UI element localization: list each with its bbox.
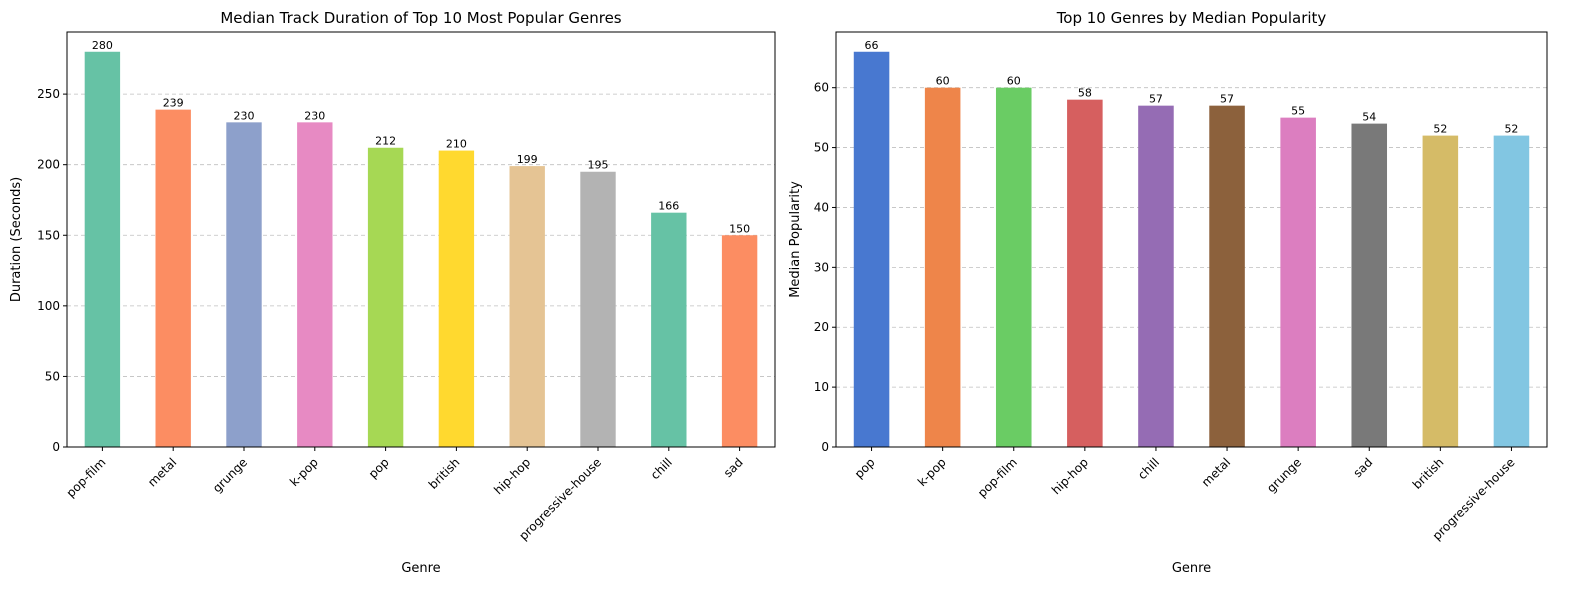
- y-axis-label: Median Popularity: [788, 181, 803, 298]
- data-label: 57: [1220, 93, 1234, 106]
- y-tick-label: 100: [37, 299, 60, 313]
- bar-british: [438, 150, 475, 448]
- data-label: 166: [658, 200, 679, 213]
- x-tick-label: pop-film: [64, 455, 109, 500]
- x-tick-label: grunge: [1264, 455, 1304, 495]
- x-tick-label: sad: [721, 455, 746, 480]
- data-label: 230: [234, 109, 255, 122]
- x-tick-label: pop-film: [975, 455, 1020, 500]
- bar-pop: [367, 147, 404, 448]
- x-tick-label: grunge: [210, 455, 250, 495]
- data-label: 58: [1078, 87, 1092, 100]
- bar-sad: [721, 235, 758, 447]
- bar-hip-hop: [509, 166, 545, 447]
- data-label: 54: [1362, 111, 1376, 124]
- chart-title: Median Track Duration of Top 10 Most Pop…: [220, 9, 621, 27]
- data-label: 230: [304, 109, 325, 122]
- x-tick-label: chill: [1135, 455, 1162, 482]
- data-label: 199: [517, 153, 538, 166]
- data-label: 150: [729, 222, 750, 235]
- x-axis-label: Genre: [401, 561, 440, 576]
- data-label: 195: [588, 159, 609, 172]
- plot-frame: [66, 31, 776, 448]
- bar-pop: [853, 51, 890, 448]
- x-tick-label: metal: [1199, 455, 1233, 489]
- bar-chill: [1138, 105, 1174, 447]
- x-tick-label: chill: [648, 455, 675, 482]
- data-label: 212: [375, 135, 396, 148]
- bar-progressive-house: [580, 171, 616, 447]
- x-tick-label: hip-hop: [491, 455, 533, 497]
- data-label: 280: [92, 39, 113, 52]
- y-tick-label: 200: [37, 158, 60, 172]
- data-label: 66: [865, 39, 879, 52]
- chart-1: 0 50 100 150 200 250 280 pop-film 239 metal 230 gru…: [9, 9, 776, 576]
- bar-grunge: [1280, 117, 1316, 447]
- y-tick-label: 30: [814, 260, 829, 274]
- x-tick-label: metal: [145, 455, 179, 489]
- x-axis-label: Genre: [1172, 561, 1211, 576]
- x-tick-label: british: [426, 455, 463, 492]
- data-label: 60: [936, 75, 950, 88]
- bar-grunge: [226, 122, 262, 447]
- data-label: 57: [1149, 93, 1163, 106]
- bar-british: [1422, 135, 1459, 448]
- bar-k-pop: [297, 122, 333, 447]
- y-tick-label: 0: [52, 440, 60, 454]
- bar-k-pop: [924, 87, 961, 448]
- x-tick-label: hip-hop: [1049, 455, 1091, 497]
- x-tick-label: sad: [1350, 455, 1375, 480]
- y-axis-label: Duration (Seconds): [9, 177, 24, 302]
- y-tick-label: 250: [37, 87, 60, 101]
- bar-metal: [1209, 105, 1245, 447]
- x-tick-label: k-pop: [915, 455, 949, 489]
- bar-hip-hop: [1067, 99, 1103, 447]
- y-tick-label: 40: [814, 200, 829, 214]
- bar-pop-film: [84, 51, 121, 448]
- data-label: 60: [1007, 75, 1021, 88]
- x-tick-label: pop: [852, 455, 878, 481]
- y-tick-label: 10: [814, 380, 829, 394]
- data-label: 55: [1291, 105, 1305, 118]
- y-tick-label: 150: [37, 228, 60, 242]
- bar-chill: [651, 212, 687, 447]
- y-tick-label: 20: [814, 320, 829, 334]
- x-tick-label: pop: [366, 455, 392, 481]
- data-label: 239: [163, 97, 184, 110]
- x-tick-label: british: [1410, 455, 1447, 492]
- plot-frame: [835, 31, 1548, 448]
- data-label: 52: [1504, 123, 1518, 136]
- x-tick-label: k-pop: [287, 455, 321, 489]
- bar-progressive-house: [1493, 135, 1530, 448]
- y-tick-label: 60: [814, 81, 829, 95]
- bar-metal: [155, 109, 191, 448]
- y-tick-label: 50: [45, 369, 60, 383]
- y-tick-label: 50: [814, 141, 829, 155]
- data-label: 210: [446, 138, 467, 151]
- chart-2: 0 10 20 30 40 50 60 66 pop 60 k-pop 60 pop-film 58 hip…: [788, 9, 1548, 576]
- bar-pop-film: [995, 87, 1032, 448]
- data-label: 52: [1433, 123, 1447, 136]
- chart-title: Top 10 Genres by Median Popularity: [1056, 9, 1327, 27]
- y-tick-label: 0: [821, 440, 829, 454]
- bar-sad: [1351, 123, 1388, 447]
